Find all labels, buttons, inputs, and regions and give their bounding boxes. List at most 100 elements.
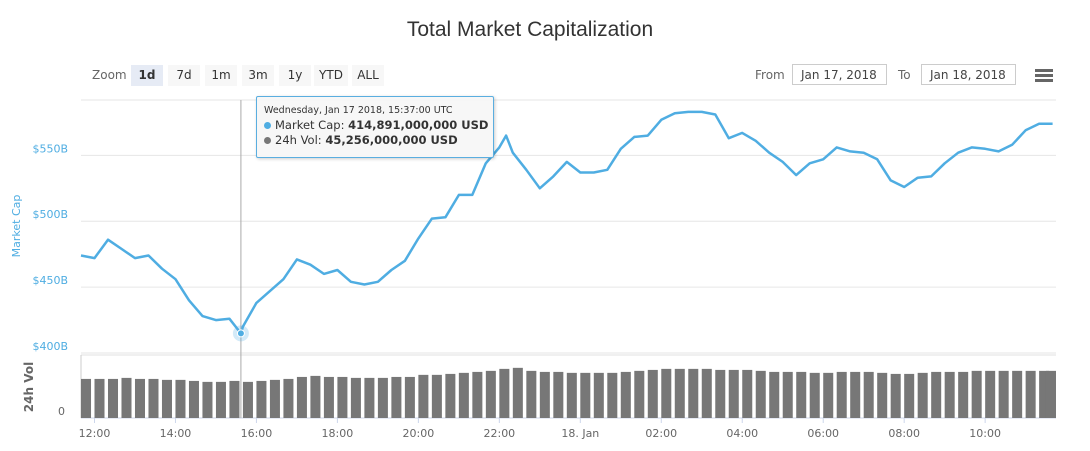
volume-bar bbox=[526, 370, 537, 418]
zoom-1m-button[interactable]: 1m bbox=[205, 65, 237, 86]
zoom-7d-button[interactable]: 7d bbox=[168, 65, 200, 86]
volume-bar bbox=[850, 371, 861, 418]
volume-bar bbox=[377, 377, 388, 418]
to-date-input[interactable]: Jan 18, 2018 bbox=[921, 64, 1016, 85]
volume-bar bbox=[1012, 370, 1023, 418]
volume-bar bbox=[593, 372, 604, 418]
volume-bar bbox=[688, 368, 699, 418]
volume-bar bbox=[1039, 370, 1050, 418]
volume-dot-icon bbox=[264, 137, 271, 144]
volume-bar bbox=[418, 374, 429, 418]
volume-bar bbox=[81, 378, 92, 418]
volume-bar bbox=[188, 380, 199, 418]
x-tick-label: 02:00 bbox=[645, 427, 677, 440]
volume-bar bbox=[512, 367, 523, 418]
volume-bar bbox=[107, 378, 119, 418]
x-tick-label: 06:00 bbox=[807, 427, 839, 440]
volume-bar bbox=[661, 368, 672, 418]
volume-bar bbox=[499, 368, 510, 418]
market-cap-line bbox=[80, 110, 1053, 335]
y-tick-label: $550B bbox=[32, 142, 68, 155]
volume-bar bbox=[620, 371, 631, 418]
volume-bar bbox=[877, 372, 888, 418]
volume-bar bbox=[229, 380, 240, 418]
volume-bar bbox=[175, 379, 186, 418]
volume-bar bbox=[134, 378, 145, 418]
x-tick-label: 18:00 bbox=[322, 427, 354, 440]
x-tick-label: 10:00 bbox=[969, 427, 1001, 440]
volume-bar bbox=[715, 369, 726, 418]
volume-bar bbox=[823, 372, 834, 418]
volume-bar bbox=[742, 369, 753, 418]
market-cap-axis-title: Market Cap bbox=[10, 195, 23, 258]
x-tick-label: 08:00 bbox=[888, 427, 920, 440]
volume-bar bbox=[431, 374, 442, 418]
volume-bar bbox=[215, 381, 226, 418]
volume-bar bbox=[1025, 370, 1036, 418]
volume-bar bbox=[647, 369, 658, 418]
zoom-all-button[interactable]: ALL bbox=[352, 65, 384, 86]
volume-bar bbox=[161, 379, 172, 418]
volume-bar bbox=[472, 371, 483, 418]
volume-bar bbox=[242, 381, 253, 418]
volume-bar bbox=[836, 371, 847, 418]
zoom-1y-button[interactable]: 1y bbox=[279, 65, 311, 86]
volume-bar bbox=[985, 370, 996, 418]
volume-bar bbox=[944, 371, 955, 418]
y-tick-label: $500B bbox=[32, 208, 68, 221]
volume-bar bbox=[755, 370, 766, 418]
volume-bar bbox=[256, 380, 267, 418]
tooltip-market-cap: Market Cap: 414,891,000,000 USD bbox=[264, 118, 493, 133]
hamburger-menu-icon[interactable] bbox=[1035, 69, 1053, 83]
volume-bar bbox=[202, 381, 213, 418]
zoom-ytd-button[interactable]: YTD bbox=[314, 65, 348, 86]
volume-bar bbox=[796, 371, 807, 418]
volume-bar bbox=[391, 376, 402, 418]
volume-bar bbox=[283, 378, 294, 418]
volume-bar bbox=[634, 370, 645, 418]
volume-bar bbox=[958, 371, 969, 418]
x-tick-label: 18. Jan bbox=[561, 427, 599, 440]
from-date-input[interactable]: Jan 17, 2018 bbox=[792, 64, 887, 85]
volume-bar bbox=[998, 370, 1009, 418]
y-tick-label: $400B bbox=[32, 340, 68, 353]
volume-bar bbox=[674, 368, 685, 418]
volume-bar bbox=[1045, 370, 1056, 418]
volume-bar bbox=[296, 376, 307, 418]
volume-bar bbox=[539, 371, 550, 418]
y-tick-label: $450B bbox=[32, 274, 68, 287]
volume-bar bbox=[607, 372, 618, 418]
volume-bar bbox=[445, 373, 456, 418]
zoom-3m-button[interactable]: 3m bbox=[242, 65, 274, 86]
tooltip-header: Wednesday, Jan 17 2018, 15:37:00 UTC bbox=[264, 105, 453, 116]
tooltip: Wednesday, Jan 17 2018, 15:37:00 UTC Mar… bbox=[256, 96, 494, 158]
zoom-1d-button[interactable]: 1d bbox=[131, 65, 163, 86]
volume-y-tick-label: 0 bbox=[58, 405, 65, 418]
volume-bar bbox=[121, 377, 132, 418]
volume-bar bbox=[580, 372, 591, 418]
volume-bar bbox=[350, 377, 361, 418]
x-tick-label: 14:00 bbox=[160, 427, 192, 440]
volume-bar bbox=[769, 371, 780, 418]
market-cap-dot-icon bbox=[264, 122, 271, 129]
volume-bar bbox=[917, 372, 928, 418]
volume-bar bbox=[310, 375, 321, 418]
volume-bar bbox=[94, 378, 105, 418]
volume-bar bbox=[553, 371, 564, 418]
x-tick-label: 16:00 bbox=[241, 427, 273, 440]
volume-bar bbox=[890, 373, 901, 418]
volume-bar bbox=[971, 370, 982, 418]
volume-bar bbox=[809, 372, 820, 418]
volume-axis-title: 24h Vol bbox=[22, 362, 36, 412]
volume-bar bbox=[364, 377, 375, 418]
volume-bar bbox=[404, 376, 415, 418]
volume-bar bbox=[323, 376, 334, 418]
volume-bar bbox=[269, 379, 280, 418]
volume-bar bbox=[782, 371, 793, 418]
x-tick-label: 22:00 bbox=[483, 427, 515, 440]
x-tick-label: 20:00 bbox=[403, 427, 435, 440]
volume-bar bbox=[931, 371, 942, 418]
volume-bar bbox=[485, 370, 496, 418]
